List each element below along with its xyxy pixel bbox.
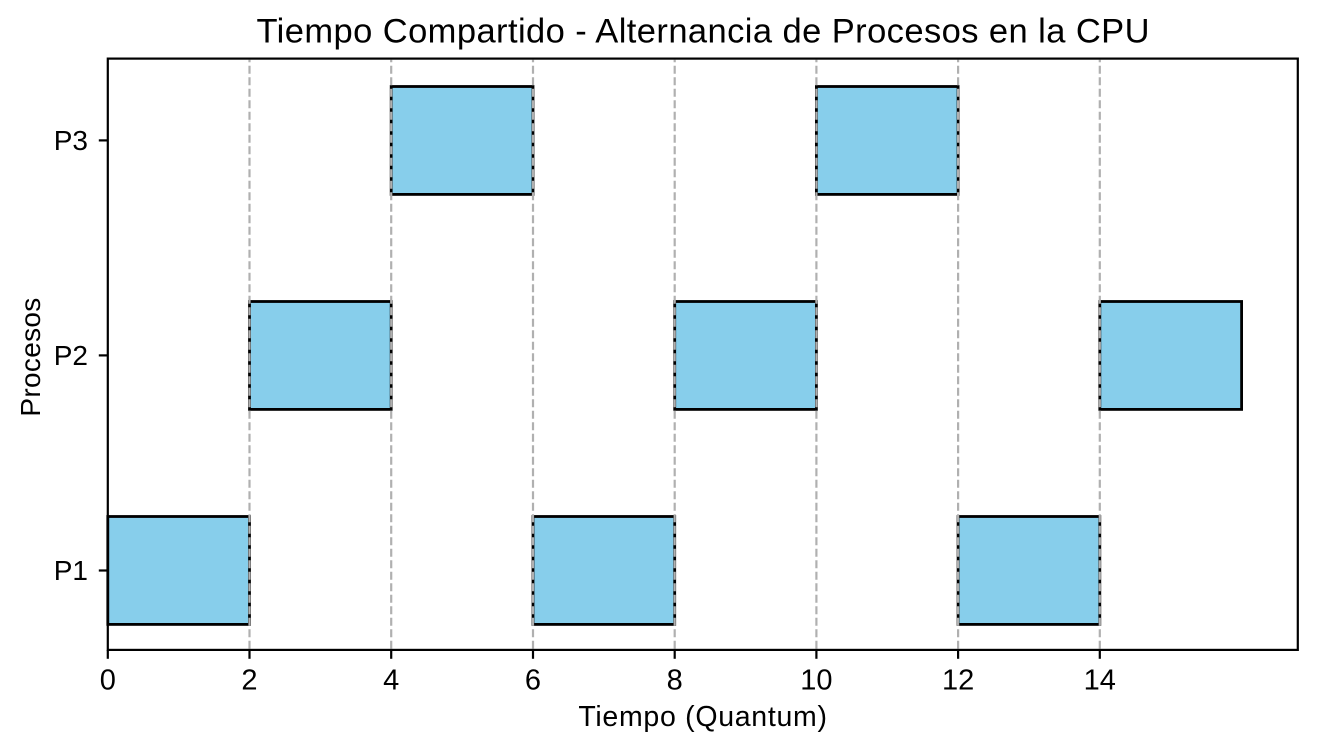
svg-text:4: 4 <box>383 664 399 696</box>
svg-text:P3: P3 <box>54 125 88 156</box>
svg-text:8: 8 <box>667 664 683 696</box>
svg-text:10: 10 <box>800 664 832 696</box>
svg-text:Procesos: Procesos <box>15 297 46 416</box>
svg-text:2: 2 <box>241 664 257 696</box>
svg-text:P2: P2 <box>54 340 88 371</box>
svg-text:12: 12 <box>942 664 974 696</box>
svg-text:14: 14 <box>1084 664 1116 696</box>
svg-text:Tiempo (Quantum): Tiempo (Quantum) <box>578 701 827 733</box>
svg-text:Tiempo Compartido - Alternanci: Tiempo Compartido - Alternancia de Proce… <box>256 13 1149 51</box>
svg-text:0: 0 <box>100 664 116 696</box>
svg-text:P1: P1 <box>54 555 88 586</box>
svg-text:6: 6 <box>525 664 541 696</box>
